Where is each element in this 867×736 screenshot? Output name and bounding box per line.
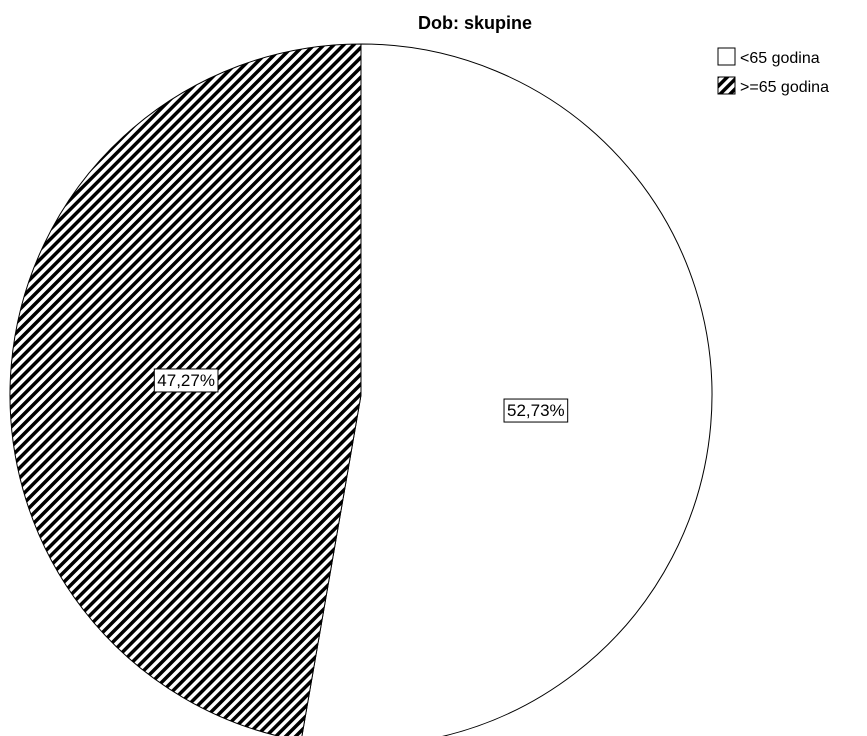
pie-slice-labels: 52,73% 47,27% — [153, 368, 569, 423]
pie-slice-0 — [301, 43, 713, 736]
chart-title: Dob: skupine — [418, 13, 532, 33]
pie-slices — [9, 43, 713, 736]
slice-value-text-0: 52,73% — [507, 401, 565, 420]
slice-value-label-0: 52,73% — [503, 398, 569, 423]
slice-value-label-1: 47,27% — [153, 368, 219, 393]
legend-label-65-plus: >=65 godina — [740, 79, 829, 96]
legend-swatch-65-plus — [717, 76, 736, 95]
slice-value-box-1 — [153, 368, 219, 393]
legend-label-under-65: <65 godina — [740, 50, 820, 67]
slice-value-box-0 — [503, 398, 569, 423]
legend-swatch-under-65 — [717, 47, 736, 66]
legend: <65 godina >=65 godina — [717, 47, 829, 96]
slice-value-text-1: 47,27% — [157, 371, 215, 390]
